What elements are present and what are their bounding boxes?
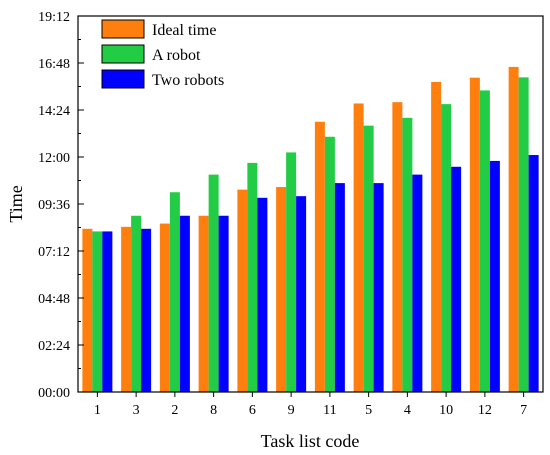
y-tick-label: 04:48 <box>38 292 70 307</box>
y-tick-label: 00:00 <box>38 386 70 401</box>
y-tick-label: 16:48 <box>38 57 70 72</box>
bar-two-robots <box>179 215 190 392</box>
legend-label-a-robot: A robot <box>152 47 201 64</box>
bar-two-robots <box>257 197 268 392</box>
bar-two-robots <box>102 231 113 392</box>
bar-a-robot <box>324 136 335 392</box>
x-tick-label: 4 <box>404 403 411 418</box>
x-tick-label: 6 <box>249 403 256 418</box>
y-tick-label: 12:00 <box>38 151 70 166</box>
x-tick-label: 7 <box>520 403 527 418</box>
x-tick-label: 8 <box>210 403 217 418</box>
legend-swatch-a-robot <box>101 44 145 64</box>
bar-a-robot <box>518 77 529 392</box>
y-tick-label: 19:12 <box>38 10 70 25</box>
y-tick-label: 02:24 <box>38 339 70 354</box>
legend-label-two-robots: Two robots <box>152 72 224 89</box>
x-tick-label: 10 <box>439 403 453 418</box>
bar-a-robot <box>92 231 103 392</box>
x-tick-label: 2 <box>171 403 178 418</box>
bar-two-robots <box>141 228 152 392</box>
x-tick-label: 9 <box>288 403 295 418</box>
bar-ideal-time <box>469 77 480 392</box>
bar-two-robots <box>451 166 462 392</box>
x-tick-label: 1 <box>94 403 101 418</box>
bar-ideal-time <box>431 81 442 393</box>
bar-ideal-time <box>121 226 132 392</box>
x-axis-title: Task list code <box>261 431 360 451</box>
bars-group <box>82 66 539 393</box>
legend-label-ideal-time: Ideal time <box>152 22 216 39</box>
bar-a-robot <box>402 117 413 392</box>
bar-two-robots <box>296 196 307 392</box>
bar-ideal-time <box>508 66 519 393</box>
y-tick-label: 07:12 <box>38 245 70 260</box>
x-tick-label: 11 <box>323 403 336 418</box>
bar-a-robot <box>247 162 258 392</box>
bar-ideal-time <box>159 223 170 392</box>
x-axis: 1 3 2 8 6 9 11 5 4 10 12 7 <box>94 392 527 418</box>
legend-swatch-two-robots <box>101 69 145 89</box>
bar-ideal-time <box>276 187 287 392</box>
bar-two-robots <box>218 215 229 392</box>
y-tick-label: 14:24 <box>38 104 70 119</box>
y-tick-label: 09:36 <box>38 198 70 213</box>
y-axis: 00:00 02:24 04:48 07:12 09:36 12:00 14:24 16:48… <box>38 10 84 401</box>
bar-two-robots <box>334 183 345 392</box>
bar-ideal-time <box>198 215 209 392</box>
bar-ideal-time <box>392 102 403 393</box>
x-tick-label: 12 <box>478 403 492 418</box>
bar-two-robots <box>373 183 384 392</box>
x-tick-label: 3 <box>133 403 140 418</box>
bar-ideal-time <box>353 103 364 392</box>
bar-two-robots <box>489 160 500 392</box>
bar-ideal-time <box>237 189 248 392</box>
bar-a-robot <box>208 174 219 392</box>
bar-a-robot <box>131 215 142 392</box>
bar-a-robot <box>286 152 297 392</box>
legend: Ideal time A robot Two robots <box>101 19 224 89</box>
bar-a-robot <box>441 104 452 392</box>
bar-ideal-time <box>82 228 93 392</box>
legend-swatch-ideal-time <box>101 19 145 39</box>
bar-ideal-time <box>314 121 325 392</box>
bar-two-robots <box>412 174 423 392</box>
bar-two-robots <box>528 155 539 392</box>
bar-a-robot <box>169 192 180 392</box>
y-axis-title: Time <box>6 185 26 222</box>
bar-a-robot <box>363 125 374 393</box>
x-tick-label: 5 <box>365 403 372 418</box>
bar-a-robot <box>479 90 490 393</box>
